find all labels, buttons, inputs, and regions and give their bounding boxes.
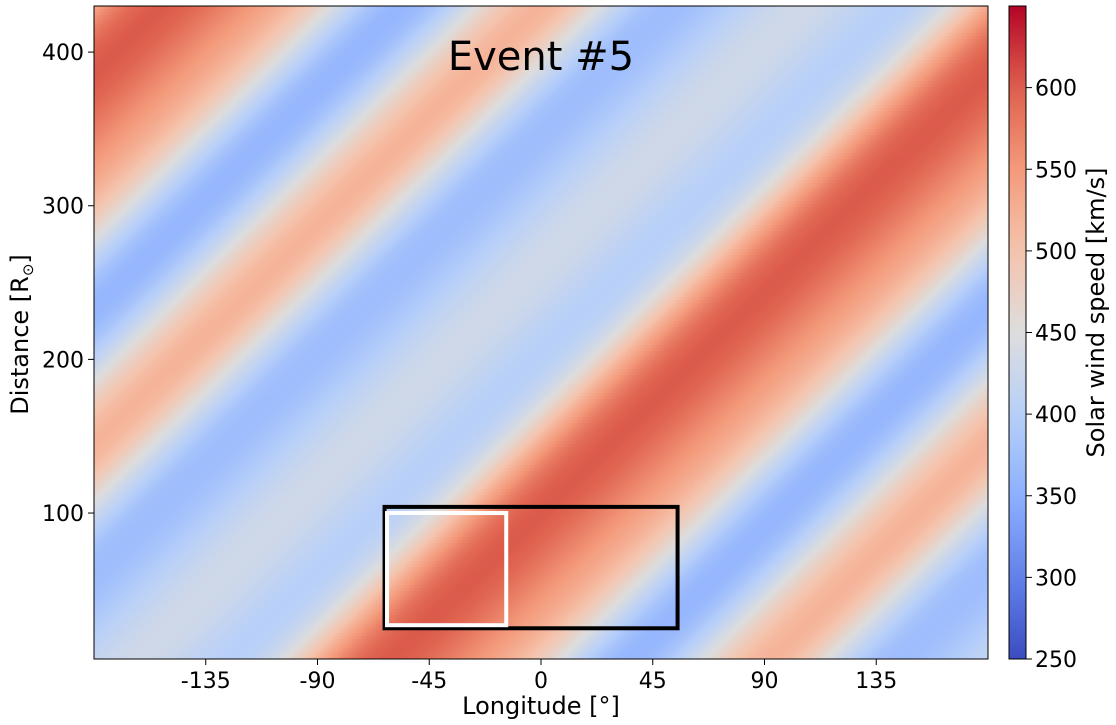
heatmap-image bbox=[94, 6, 988, 659]
x-tick-label: 90 bbox=[751, 669, 779, 694]
y-axis-label-sun-symbol: ⊙ bbox=[19, 264, 37, 277]
chart-title: Event #5 bbox=[448, 34, 634, 80]
colorbar-ticks: 250 300 350 400 450 500 550 600 bbox=[1026, 77, 1077, 673]
colorbar-tick-label: 500 bbox=[1035, 240, 1077, 265]
heatmap bbox=[94, 6, 988, 659]
x-tick-label: -90 bbox=[300, 669, 336, 694]
x-tick-label: -135 bbox=[181, 669, 231, 694]
colorbar-gradient bbox=[1008, 5, 1027, 660]
y-tick-label: 100 bbox=[42, 502, 84, 527]
colorbar: 250 300 350 400 450 500 550 600 bbox=[1008, 5, 1077, 673]
x-tick-label: 45 bbox=[639, 669, 667, 694]
y-tick-label: 400 bbox=[42, 41, 84, 66]
y-axis-label: Distance [R⊙] bbox=[6, 254, 37, 415]
x-tick-label: 0 bbox=[534, 669, 548, 694]
colorbar-tick-label: 450 bbox=[1035, 322, 1077, 347]
colorbar-tick-label: 300 bbox=[1035, 566, 1077, 591]
x-axis: -135 -90 -45 0 45 90 135 bbox=[181, 659, 897, 694]
inner-box bbox=[385, 511, 509, 628]
colorbar-tick-label: 600 bbox=[1035, 77, 1077, 102]
y-axis-label-suffix: ] bbox=[6, 254, 34, 263]
colorbar-tick-label: 250 bbox=[1035, 648, 1077, 673]
colorbar-tick-label: 400 bbox=[1035, 403, 1077, 428]
y-tick-label: 200 bbox=[42, 348, 84, 373]
x-tick-label: 135 bbox=[855, 669, 897, 694]
colorbar-label: Solar wind speed [km/s] bbox=[1082, 168, 1110, 458]
x-axis-label: Longitude [°] bbox=[462, 692, 620, 720]
colorbar-tick-label: 350 bbox=[1035, 485, 1077, 510]
y-tick-label: 300 bbox=[42, 195, 84, 220]
x-tick-label: -45 bbox=[411, 669, 447, 694]
outer-box bbox=[382, 504, 680, 631]
annotation-boxes bbox=[382, 504, 680, 631]
y-axis: 100 200 300 400 bbox=[42, 41, 94, 527]
y-axis-label-text: Distance [R bbox=[6, 276, 34, 415]
colorbar-tick-label: 550 bbox=[1035, 158, 1077, 183]
